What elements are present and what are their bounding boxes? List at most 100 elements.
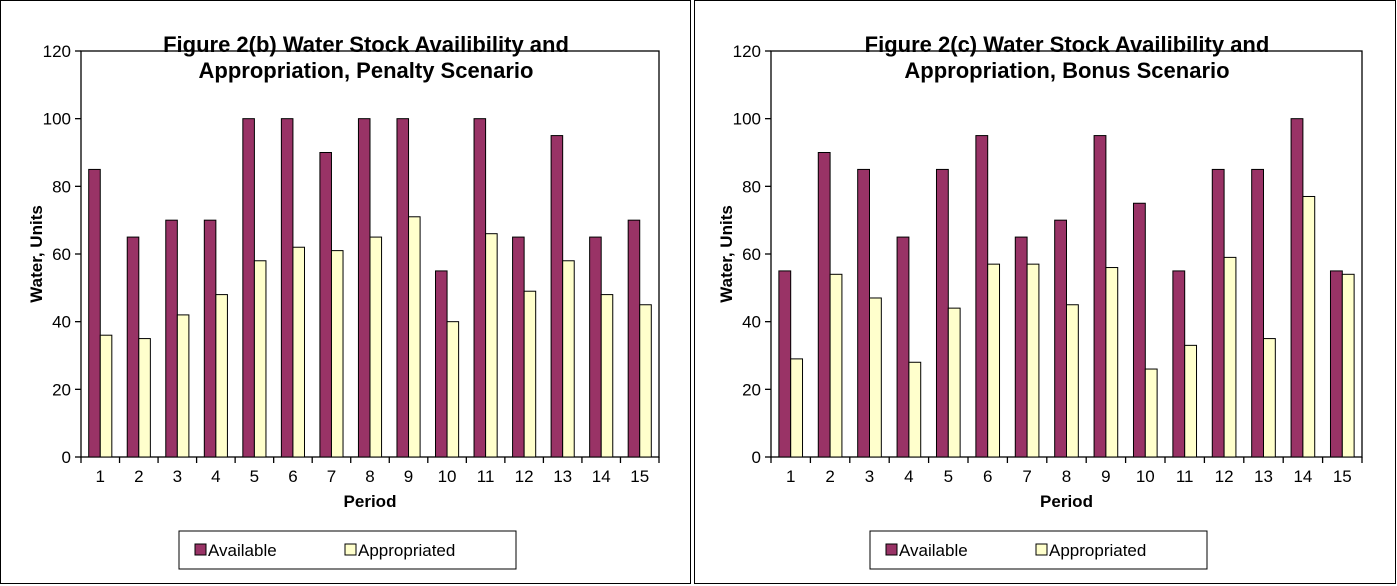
y-tick-label: 0 bbox=[62, 448, 71, 467]
y-tick-label: 20 bbox=[742, 380, 761, 399]
bar-appropriated bbox=[829, 273, 843, 458]
bar-appropriated bbox=[1144, 368, 1158, 458]
y-tick-label: 60 bbox=[52, 245, 71, 264]
bar-available bbox=[1132, 202, 1146, 458]
y-tick-label: 80 bbox=[52, 177, 71, 196]
legend-swatch-appropriated bbox=[1035, 543, 1048, 556]
bar-available bbox=[896, 236, 910, 458]
bar-available bbox=[1172, 270, 1186, 458]
bar-available bbox=[1329, 270, 1343, 458]
bar-appropriated bbox=[1263, 338, 1276, 458]
x-tick-label: 10 bbox=[438, 467, 457, 486]
bar-appropriated bbox=[562, 260, 575, 458]
legend-swatch-available bbox=[885, 543, 898, 556]
x-tick-label: 14 bbox=[592, 467, 611, 486]
x-tick-label: 11 bbox=[477, 467, 495, 486]
bar-available bbox=[473, 118, 487, 458]
bar-available bbox=[126, 236, 140, 458]
bar-appropriated bbox=[138, 338, 151, 458]
bar-available bbox=[589, 236, 602, 458]
x-tick-label: 2 bbox=[825, 467, 834, 486]
bar-appropriated bbox=[790, 358, 804, 458]
bar-appropriated bbox=[908, 361, 922, 458]
bar-available bbox=[1054, 219, 1067, 458]
x-tick-label: 11 bbox=[1176, 467, 1194, 486]
x-tick-label: 10 bbox=[1136, 467, 1155, 486]
bar-available bbox=[396, 118, 410, 458]
chart-title-line: Figure 2(c) Water Stock Availibility and bbox=[865, 32, 1270, 57]
x-tick-label: 14 bbox=[1293, 467, 1312, 486]
bar-appropriated bbox=[1026, 263, 1040, 458]
bar-available bbox=[319, 152, 332, 458]
bar-available bbox=[88, 168, 101, 458]
bar-available bbox=[935, 168, 949, 458]
x-tick-label: 3 bbox=[865, 467, 874, 486]
x-tick-label: 9 bbox=[404, 467, 413, 486]
bar-appropriated bbox=[292, 246, 305, 458]
bar-available bbox=[975, 135, 989, 458]
legend-label-appropriated: Appropriated bbox=[358, 541, 455, 560]
bar-appropriated bbox=[1066, 304, 1079, 458]
bar-appropriated bbox=[523, 290, 537, 458]
bar-available bbox=[203, 219, 217, 458]
y-tick-label: 100 bbox=[733, 110, 761, 129]
x-tick-label: 3 bbox=[173, 467, 182, 486]
x-tick-label: 15 bbox=[1333, 467, 1352, 486]
x-tick-label: 1 bbox=[96, 467, 105, 486]
bar-appropriated bbox=[1341, 273, 1355, 458]
bar-appropriated bbox=[253, 260, 267, 458]
bar-appropriated bbox=[99, 334, 113, 458]
bar-appropriated bbox=[1184, 344, 1198, 458]
x-tick-label: 12 bbox=[1215, 467, 1234, 486]
chart-title-line: Figure 2(b) Water Stock Availibility and bbox=[163, 32, 569, 57]
x-tick-label: 8 bbox=[365, 467, 374, 486]
x-tick-label: 4 bbox=[904, 467, 913, 486]
bar-appropriated bbox=[369, 236, 383, 458]
bar-available bbox=[778, 270, 792, 458]
chart-title-line: Appropriation, Penalty Scenario bbox=[199, 58, 534, 83]
x-tick-label: 15 bbox=[630, 467, 649, 486]
bar-appropriated bbox=[485, 233, 498, 458]
bar-appropriated bbox=[600, 294, 614, 458]
bar-appropriated bbox=[869, 297, 882, 458]
x-tick-label: 2 bbox=[134, 467, 143, 486]
x-tick-label: 5 bbox=[250, 467, 259, 486]
bar-appropriated bbox=[1105, 267, 1119, 458]
x-tick-label: 13 bbox=[1254, 467, 1273, 486]
x-tick-label: 8 bbox=[1062, 467, 1071, 486]
bar-available bbox=[1290, 118, 1304, 458]
chart-penalty-scenario: Figure 2(b) Water Stock Availibility and… bbox=[27, 32, 660, 570]
bar-available bbox=[1211, 168, 1225, 458]
bar-available bbox=[817, 152, 831, 458]
bar-available bbox=[1093, 135, 1107, 458]
bar-appropriated bbox=[330, 250, 344, 458]
y-tick-label: 80 bbox=[742, 177, 761, 196]
x-tick-label: 1 bbox=[786, 467, 795, 486]
bar-appropriated bbox=[215, 294, 228, 458]
x-tick-label: 9 bbox=[1101, 467, 1110, 486]
bar-appropriated bbox=[176, 314, 190, 458]
legend-label-appropriated: Appropriated bbox=[1049, 541, 1146, 560]
y-tick-label: 120 bbox=[733, 42, 761, 61]
y-axis-label: Water, Units bbox=[717, 205, 736, 303]
bar-appropriated bbox=[987, 263, 1001, 458]
x-axis-label: Period bbox=[344, 492, 397, 511]
legend-swatch-available bbox=[194, 543, 207, 556]
chart-panel-penalty: Figure 2(b) Water Stock Availibility and… bbox=[0, 0, 691, 584]
chart-title-line: Appropriation, Bonus Scenario bbox=[904, 58, 1229, 83]
legend-label-available: Available bbox=[899, 541, 968, 560]
legend-swatch-appropriated bbox=[344, 543, 357, 556]
x-axis-label: Period bbox=[1040, 492, 1093, 511]
bar-available bbox=[1014, 236, 1028, 458]
bar-available bbox=[357, 118, 371, 458]
bar-available bbox=[627, 219, 641, 458]
y-tick-label: 100 bbox=[43, 110, 71, 129]
bar-appropriated bbox=[446, 321, 460, 458]
y-tick-label: 60 bbox=[742, 245, 761, 264]
legend-label-available: Available bbox=[208, 541, 277, 560]
bar-appropriated bbox=[947, 307, 961, 458]
bar-available bbox=[857, 168, 870, 458]
bar-appropriated bbox=[408, 216, 421, 458]
bar-available bbox=[550, 135, 564, 458]
bar-available bbox=[242, 118, 255, 458]
